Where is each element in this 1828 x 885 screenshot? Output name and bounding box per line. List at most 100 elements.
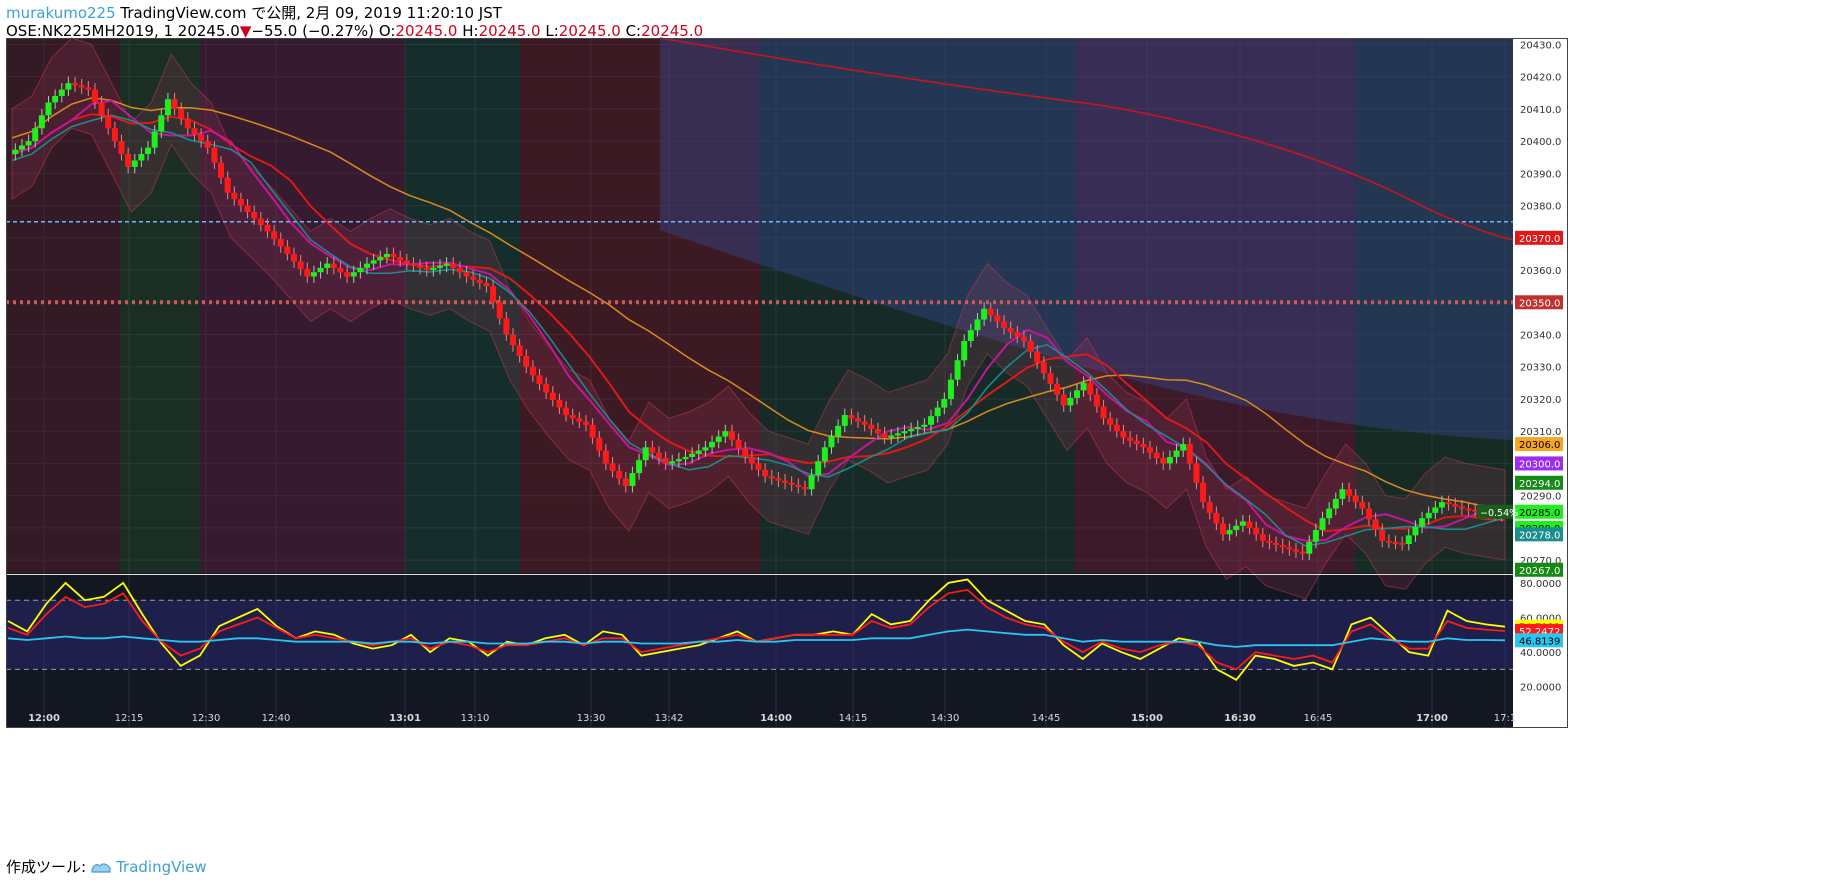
candle-down (397, 257, 404, 261)
candle-up (1180, 444, 1187, 451)
chart-frame (6, 38, 1568, 728)
candle-down (868, 424, 875, 430)
candle-down (1186, 444, 1193, 464)
candle-down (410, 263, 417, 266)
kumo-span-line (659, 37, 1514, 241)
candle-down (1060, 394, 1067, 406)
candle-down (184, 118, 191, 129)
author-link[interactable]: murakumo225 (6, 4, 116, 22)
candle-down (337, 267, 344, 273)
candle-up (914, 426, 921, 430)
candle-up (1312, 530, 1319, 542)
candle-up (1166, 456, 1173, 464)
candle-up (967, 330, 974, 341)
candle-down (622, 478, 629, 486)
oscillator-value-text: 52.2472 (1519, 627, 1560, 638)
time-tick-label: 12:30 (192, 713, 221, 724)
candle-down (549, 392, 556, 401)
candle-down (1040, 362, 1047, 374)
candle-up (1306, 541, 1313, 554)
candle-down (85, 87, 92, 90)
candle-up (364, 263, 371, 268)
candle-up (709, 441, 716, 448)
price-tick-label: 20330.0 (1520, 363, 1561, 374)
candle-down (211, 147, 218, 163)
time-tick-label: 14:30 (931, 713, 960, 724)
candle-up (1233, 525, 1240, 531)
candle-up (702, 447, 709, 451)
time-tick-label: 17:1 (1494, 713, 1516, 724)
candle-down (801, 487, 808, 490)
candle-down (1127, 437, 1134, 441)
candle-down (1113, 424, 1120, 432)
time-tick-label: 16:45 (1304, 713, 1333, 724)
close-label: C: (620, 22, 642, 40)
candle-up (32, 128, 39, 142)
candle-up (1173, 450, 1180, 457)
price-tick-label: 20290.0 (1520, 492, 1561, 503)
candle-down (762, 469, 769, 477)
candle-down (198, 134, 205, 142)
candle-down (987, 308, 994, 316)
candle-down (775, 478, 782, 481)
candle-down (1372, 519, 1379, 531)
candle-up (629, 473, 636, 486)
price-chart[interactable]: 20270.020280.020290.020300.020310.020320… (0, 0, 1828, 848)
candle-up (1074, 390, 1081, 398)
candle-down (523, 355, 530, 367)
candle-up (908, 429, 915, 432)
candle-down (277, 238, 284, 247)
footer-brand-link[interactable]: TradingView (116, 857, 207, 876)
time-tick-label: 12:40 (262, 713, 291, 724)
candle-down (1007, 328, 1014, 333)
candle-down (748, 456, 755, 464)
candle-up (1239, 521, 1246, 526)
price-label-box (1515, 527, 1563, 542)
oscillator-tick-label: 80.0000 (1520, 579, 1561, 590)
price-tick-label: 20390.0 (1520, 169, 1561, 180)
candle-down (576, 418, 583, 422)
candle-up (25, 141, 32, 146)
candle-down (616, 470, 623, 479)
candle-down (330, 263, 337, 268)
candle-up (350, 272, 357, 277)
candle-down (516, 345, 523, 356)
candle-down (755, 463, 762, 470)
candle-down (569, 415, 576, 419)
candle-up (715, 436, 722, 442)
candle-down (855, 418, 862, 422)
oscillator-tick-label: 60.0000 (1520, 614, 1561, 625)
oscillator-band (6, 600, 1513, 670)
price-label-box (1515, 230, 1563, 245)
candle-up (675, 459, 682, 462)
candle-down (1146, 447, 1153, 453)
candle-up (58, 89, 65, 97)
price-axis-background (1513, 38, 1568, 728)
price-label-text: 20278.0 (1519, 530, 1560, 541)
candle-up (894, 433, 901, 436)
candle-down (1399, 542, 1406, 545)
tradingview-logo-icon (91, 862, 111, 873)
change-tag-box (1477, 504, 1513, 519)
oscillator-tick-label: 20.0000 (1520, 683, 1561, 694)
candle-down (171, 99, 178, 109)
low-value: 20245.0 (558, 22, 621, 40)
candle-up (974, 319, 981, 331)
candle-down (1014, 332, 1021, 337)
candle-up (370, 260, 377, 264)
candle-up (941, 398, 948, 408)
candle-down (463, 272, 470, 277)
candle-up (38, 115, 45, 129)
symbol-info: OSE:NK225MH2019, 1 20245.0 (6, 22, 240, 40)
candle-down (344, 272, 351, 277)
candle-down (1273, 542, 1280, 546)
candle-down (649, 447, 656, 453)
candle-down (1253, 527, 1260, 535)
candle-up (1425, 512, 1432, 519)
time-tick-label: 13:42 (655, 713, 684, 724)
price-tick-label: 20340.0 (1520, 331, 1561, 342)
price-tick-label: 20360.0 (1520, 266, 1561, 277)
candle-down (125, 154, 132, 167)
candle-down (72, 83, 79, 86)
candle-up (1326, 508, 1333, 519)
